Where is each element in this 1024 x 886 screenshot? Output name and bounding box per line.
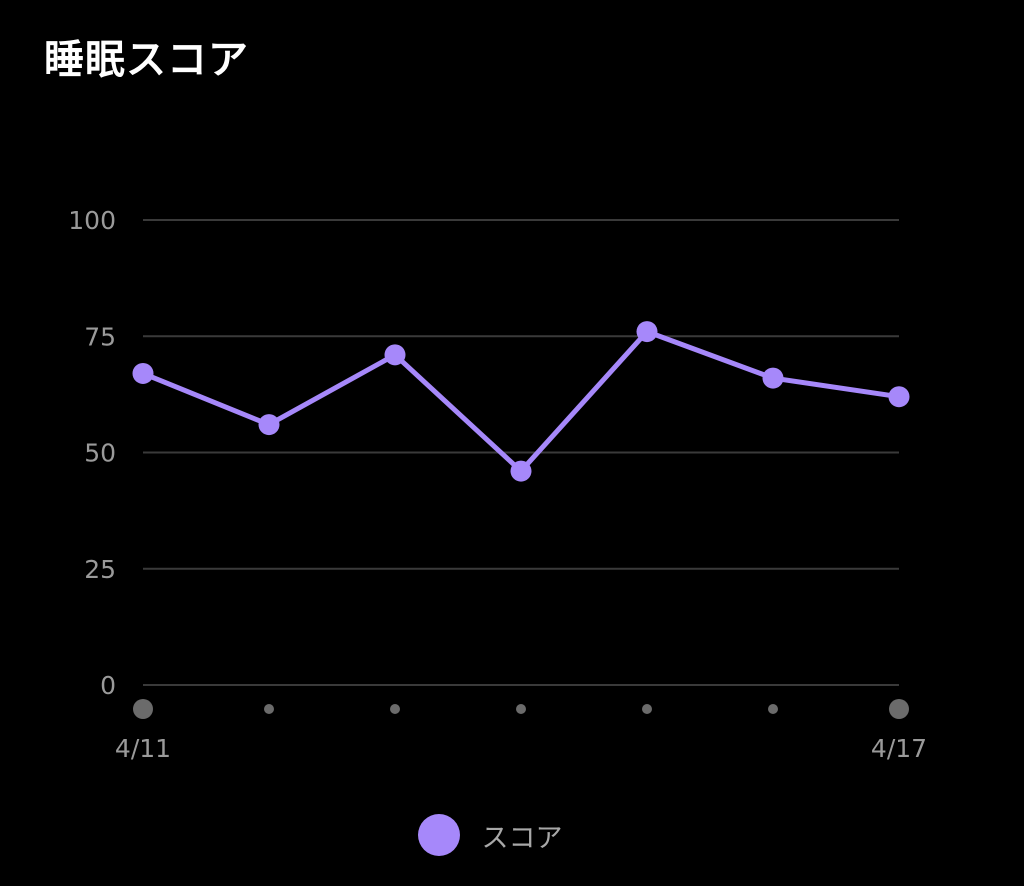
data-point-4/15: [636, 321, 658, 343]
x-tick-label-6: 4/17: [871, 734, 927, 763]
data-point-4/17: [888, 386, 910, 408]
legend-swatch: [417, 814, 460, 856]
x-axis-dot-2: [390, 704, 400, 714]
x-axis-dot-6: [889, 699, 909, 719]
data-point-4/12: [258, 414, 280, 436]
data-point-4/11: [132, 362, 154, 384]
y-tick-label-100: 100: [68, 206, 116, 235]
chart-legend: スコア: [0, 814, 1024, 856]
y-axis-ticks: 0 25 50 75 100: [68, 206, 116, 700]
x-axis-dot-4: [642, 704, 652, 714]
x-tick-label-0: 4/11: [115, 734, 171, 763]
x-axis-dots: [133, 699, 909, 719]
legend-label: スコア: [481, 822, 563, 854]
data-point-4/14: [510, 460, 532, 482]
x-axis-dot-3: [516, 704, 526, 714]
chart-title: 睡眠スコア: [44, 37, 249, 83]
y-tick-label-25: 25: [84, 555, 116, 584]
y-tick-label-75: 75: [84, 322, 116, 351]
y-tick-label-0: 0: [100, 671, 116, 700]
x-axis-dot-1: [264, 704, 274, 714]
series-layer: [132, 321, 910, 482]
grid-layer: [143, 219, 899, 686]
x-axis-dot-5: [768, 704, 778, 714]
y-tick-label-50: 50: [84, 439, 116, 468]
x-axis-dot-0: [133, 699, 153, 719]
x-axis-ticks: 4/11 4/17: [115, 734, 927, 763]
data-point-4/13: [384, 344, 406, 366]
data-point-4/16: [762, 367, 784, 389]
series-line: [140, 329, 902, 474]
